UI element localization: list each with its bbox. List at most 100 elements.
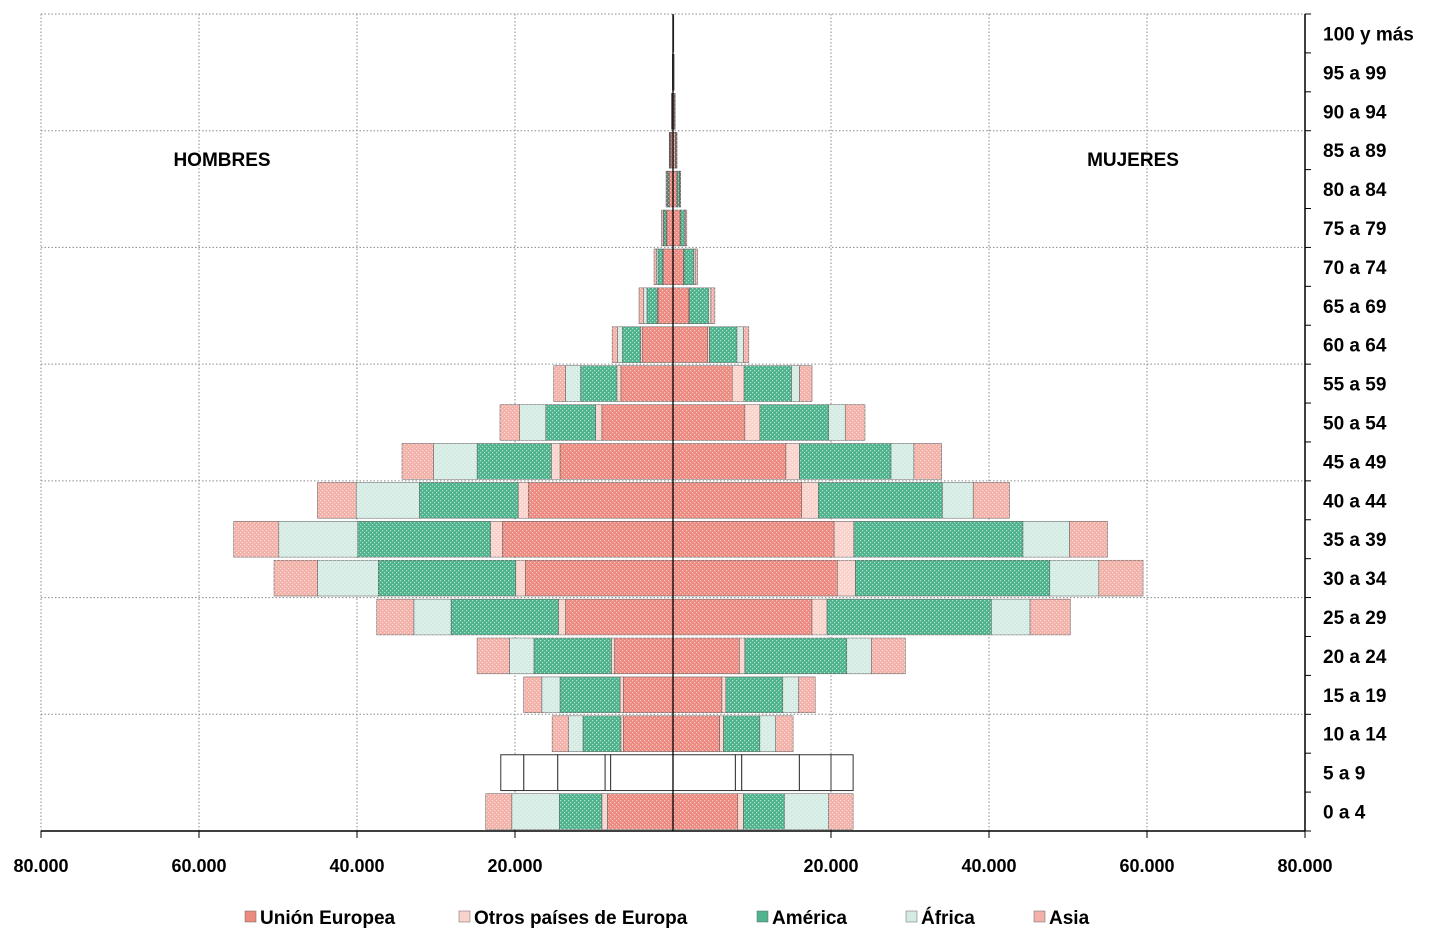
bar-segment-texture [834, 521, 854, 558]
bar-segment-texture [828, 793, 854, 830]
x-tick-label: 40.000 [329, 856, 384, 876]
bar-segment-texture [744, 365, 792, 402]
bar-segment-texture [719, 715, 724, 752]
legend-label: Otros países de Europa [474, 908, 688, 929]
bar-segment-texture [666, 210, 667, 246]
bar-segment-texture [553, 365, 566, 402]
bar-segment-hombres-2 [557, 754, 606, 792]
age-group-label: 30 a 34 [1323, 569, 1387, 590]
bar-segment-texture [801, 482, 819, 519]
bar-segment-texture [667, 171, 669, 207]
bar-segment-texture [668, 171, 670, 207]
bar-segment-texture [732, 365, 745, 402]
bar-segment-texture [656, 248, 658, 285]
bar-segment-hombres-1 [604, 754, 612, 792]
bar-segment-texture [799, 365, 813, 402]
bar-segment-mujeres-0 [672, 754, 736, 792]
x-tick-label: 80.000 [13, 856, 68, 876]
bar-segment-texture [679, 171, 681, 207]
bar-segment-texture [485, 793, 512, 830]
age-group-label: 15 a 19 [1323, 686, 1386, 707]
age-group-label: 55 a 59 [1323, 375, 1386, 396]
bar-segment-texture [402, 443, 434, 480]
age-group-label: 40 a 44 [1323, 491, 1387, 512]
bar-segment-mujeres-1 [734, 754, 743, 792]
bar-segment-hombres-3 [523, 754, 559, 792]
age-group-label: 20 a 24 [1323, 647, 1387, 668]
bar-segment-texture [490, 521, 503, 558]
age-group-label: 10 a 14 [1323, 725, 1387, 746]
bar-segment-texture [663, 210, 667, 246]
bar-segment-texture [782, 676, 799, 713]
bar-segment-texture [739, 638, 745, 674]
bar-segment-texture [278, 521, 358, 558]
bar-segment-texture [518, 482, 529, 519]
age-group-label: 35 a 39 [1323, 530, 1386, 551]
age-group-label: 0 a 4 [1323, 803, 1366, 824]
x-tick-label: 20.000 [803, 856, 858, 876]
bar-segment-texture [707, 326, 710, 363]
bar-segment-texture [725, 676, 783, 713]
side-label-left: HOMBRES [173, 150, 270, 171]
bar-segment-texture [673, 210, 681, 246]
bar-segment-texture [827, 599, 992, 635]
bar-segment-texture [376, 599, 414, 635]
bar-segment-texture [451, 599, 559, 635]
bar-segment-texture [693, 248, 696, 285]
bar-segment-texture [582, 715, 621, 752]
bar-segment-texture [1030, 599, 1071, 635]
legend-label: Asia [1049, 908, 1090, 929]
bar-segment-texture [674, 93, 676, 130]
bar-segment-texture [515, 560, 526, 597]
bar-segment-texture [818, 482, 943, 519]
x-tick-label: 40.000 [961, 856, 1016, 876]
bar-segment-texture [378, 560, 516, 597]
bar-segment-texture [670, 132, 673, 169]
bar-segment-texture [666, 171, 667, 207]
bar-segment-texture [673, 248, 684, 285]
age-group-label: 70 a 74 [1323, 258, 1387, 279]
age-group-label: 85 a 89 [1323, 141, 1386, 162]
bar-segment-texture [673, 365, 733, 402]
bar-segment-texture [709, 326, 737, 363]
bar-segment-texture [683, 248, 685, 285]
bar-segment-texture [684, 210, 686, 246]
bar-segment-texture [991, 599, 1031, 635]
bar-segment-texture [419, 482, 519, 519]
bar-segment-texture [855, 560, 1050, 597]
bar-segment-texture [1022, 521, 1070, 558]
bar-segment-texture [685, 210, 687, 246]
bar-segment-texture [853, 521, 1023, 558]
bar-segment-texture [568, 715, 583, 752]
age-group-label: 100 y más [1323, 24, 1414, 45]
bar-segment-texture [775, 715, 794, 752]
bar-segment-texture [477, 638, 510, 674]
bar-segment-texture [640, 326, 643, 363]
axes: 0 a 4 5 a 9 10 a 14 15 a 19 20 a 24 25 a 29 30… [13, 13, 1414, 876]
bar-segment-texture [623, 676, 673, 713]
bar-segment-texture [677, 171, 680, 207]
legend-swatch [905, 910, 918, 923]
bar-segment-texture [744, 404, 760, 441]
bar-segment-texture [639, 287, 644, 324]
bar-segment-texture [620, 365, 673, 402]
bar-segment-texture [759, 715, 776, 752]
bar-segment-texture [509, 638, 534, 674]
bar-segment-texture [743, 326, 749, 363]
bar-segment-texture [784, 793, 829, 830]
legend-label: África [921, 907, 975, 929]
bar-segment-texture [525, 560, 673, 597]
bar-segment-texture [669, 132, 670, 169]
age-group-label: 65 a 69 [1323, 297, 1386, 318]
bar-segment-texture [673, 676, 722, 713]
bar-segment-texture [274, 560, 318, 597]
legend-swatch [458, 910, 471, 923]
bar-segment-texture [673, 715, 720, 752]
bar-segment-texture [799, 443, 892, 480]
bar-segment-texture [545, 404, 596, 441]
legend-swatch [244, 910, 257, 923]
x-tick-label: 60.000 [1119, 856, 1174, 876]
bar-segment-texture [511, 793, 560, 830]
bar-segment-texture [671, 93, 673, 130]
